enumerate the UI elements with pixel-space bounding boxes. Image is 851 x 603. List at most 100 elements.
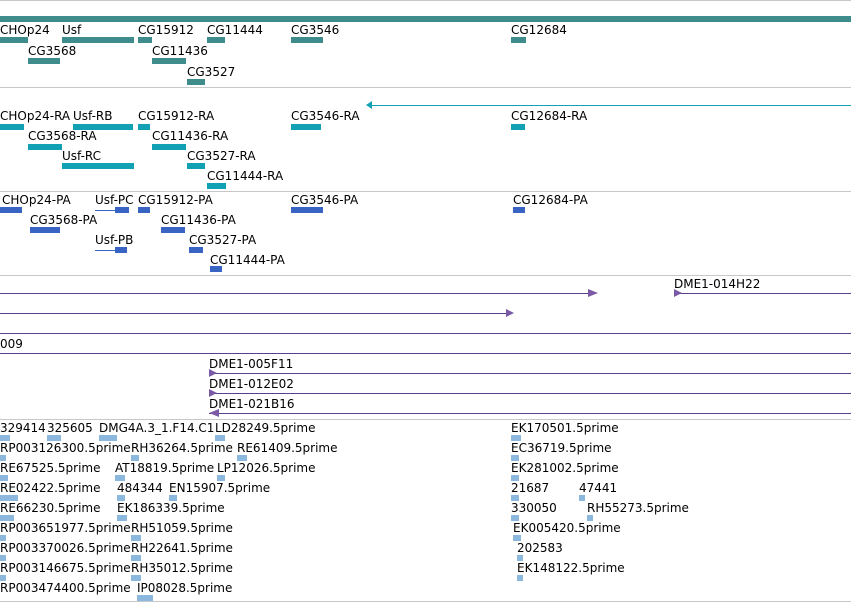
transcript-label[interactable]: CG3527-RA <box>187 149 256 163</box>
protein-label[interactable]: CG12684-PA <box>513 193 588 207</box>
est-feature[interactable] <box>117 515 127 521</box>
est-label[interactable]: LP12026.5prime <box>217 461 316 475</box>
est-feature[interactable] <box>0 575 6 581</box>
est-label[interactable]: RH51059.5prime <box>131 521 233 535</box>
clone-line[interactable] <box>674 293 851 294</box>
est-feature[interactable] <box>131 535 141 541</box>
protein-feature[interactable] <box>115 207 129 213</box>
est-label[interactable]: RH55273.5prime <box>587 501 689 515</box>
est-feature[interactable] <box>579 495 585 501</box>
est-feature[interactable] <box>0 515 14 521</box>
transcript-feature[interactable] <box>0 124 24 130</box>
transcript-feature[interactable] <box>152 144 186 150</box>
est-label[interactable]: 325605 <box>47 421 93 435</box>
est-feature[interactable] <box>237 455 247 461</box>
bac-line[interactable] <box>209 373 851 374</box>
clone-label[interactable]: DME1-014H22 <box>674 277 761 291</box>
est-label[interactable]: LD28249.5prime <box>215 421 316 435</box>
est-label[interactable]: RE02422.5prime <box>0 481 101 495</box>
gene-label[interactable]: CG3546 <box>291 23 340 37</box>
est-feature[interactable] <box>0 455 6 461</box>
clone-line[interactable] <box>0 333 851 334</box>
est-label[interactable]: RH36264.5prime <box>131 441 233 455</box>
protein-label[interactable]: CG3568-PA <box>30 213 98 227</box>
protein-label[interactable]: Usf-PC <box>95 193 134 207</box>
est-feature[interactable] <box>131 575 141 581</box>
transcript-feature[interactable] <box>511 124 525 130</box>
gene-feature[interactable] <box>0 37 28 43</box>
gene-feature[interactable] <box>62 37 134 43</box>
est-feature[interactable] <box>0 555 6 561</box>
clone-label[interactable]: 009 <box>0 337 23 351</box>
est-feature[interactable] <box>513 535 521 541</box>
transcript-feature[interactable] <box>187 163 205 169</box>
gene-label[interactable]: CG11444 <box>207 23 263 37</box>
est-label[interactable]: RP003474400.5prime <box>0 581 131 595</box>
gene-feature[interactable] <box>152 58 186 64</box>
bac-label[interactable]: DME1-012E02 <box>209 377 294 391</box>
protein-feature[interactable] <box>513 207 525 213</box>
protein-feature[interactable] <box>161 227 185 233</box>
est-feature[interactable] <box>115 475 125 481</box>
est-feature[interactable] <box>587 515 593 521</box>
est-label[interactable]: RP003651977.5prime <box>0 521 131 535</box>
est-label[interactable]: RE66230.5prime <box>0 501 101 515</box>
transcript-feature[interactable] <box>28 144 62 150</box>
transcript-label[interactable]: CHOp24-RA <box>0 109 71 123</box>
est-label[interactable]: EK170501.5prime <box>511 421 619 435</box>
transcript-label[interactable]: CG11436-RA <box>152 129 229 143</box>
transcript-feature[interactable] <box>138 124 150 130</box>
transcript-label[interactable]: Usf-RB <box>73 109 113 123</box>
clone-line[interactable] <box>0 353 851 354</box>
est-label[interactable]: EC36719.5prime <box>511 441 612 455</box>
bac-label[interactable]: DME1-021B16 <box>209 397 295 411</box>
transcript-label[interactable]: CG15912-RA <box>138 109 215 123</box>
transcript-label[interactable]: CG12684-RA <box>511 109 588 123</box>
est-feature[interactable] <box>0 435 10 441</box>
est-label[interactable]: 202583 <box>517 541 563 555</box>
est-feature[interactable] <box>517 575 523 581</box>
protein-label[interactable]: Usf-PB <box>95 233 134 247</box>
est-label[interactable]: EN15907.5prime <box>169 481 271 495</box>
est-feature[interactable] <box>169 495 177 501</box>
protein-feature[interactable] <box>291 207 323 213</box>
est-label[interactable]: AT18819.5prime <box>115 461 215 475</box>
est-feature[interactable] <box>511 475 519 481</box>
gene-feature[interactable] <box>511 37 526 43</box>
transcript-label[interactable]: CG3568-RA <box>28 129 97 143</box>
clone-line[interactable] <box>0 313 510 314</box>
transcript-line[interactable] <box>368 105 851 106</box>
est-feature[interactable] <box>47 435 61 441</box>
transcript-label[interactable]: CG3546-RA <box>291 109 360 123</box>
transcript-feature[interactable] <box>207 183 226 189</box>
est-label[interactable]: RP003370026.5prime <box>0 541 131 555</box>
est-feature[interactable] <box>131 455 139 461</box>
est-feature[interactable] <box>0 475 8 481</box>
bac-line[interactable] <box>209 413 851 414</box>
clone-line[interactable] <box>0 293 594 294</box>
gene-label[interactable]: CG3568 <box>28 44 77 58</box>
protein-label[interactable]: CG15912-PA <box>138 193 213 207</box>
est-label[interactable]: RE61409.5prime <box>237 441 338 455</box>
est-label[interactable]: 484344 <box>117 481 163 495</box>
transcript-feature[interactable] <box>73 124 133 130</box>
transcript-feature[interactable] <box>62 163 134 169</box>
est-label[interactable]: EK186339.5prime <box>117 501 225 515</box>
est-label[interactable]: 47441 <box>579 481 618 495</box>
gene-label[interactable]: CG11436 <box>152 44 208 58</box>
gene-feature[interactable] <box>207 37 225 43</box>
gene-label[interactable]: Usf <box>62 23 82 37</box>
protein-label[interactable]: CG3546-PA <box>291 193 359 207</box>
transcript-feature[interactable] <box>291 124 321 130</box>
est-feature[interactable] <box>117 495 125 501</box>
protein-label[interactable]: CG11436-PA <box>161 213 236 227</box>
protein-feature[interactable] <box>30 227 60 233</box>
gene-label[interactable]: CG15912 <box>138 23 194 37</box>
est-feature[interactable] <box>0 535 6 541</box>
est-feature[interactable] <box>137 595 153 601</box>
gene-feature[interactable] <box>291 37 323 43</box>
transcript-label[interactable]: Usf-RC <box>62 149 102 163</box>
est-label[interactable]: RE67525.5prime <box>0 461 101 475</box>
est-feature[interactable] <box>511 515 519 521</box>
est-label[interactable]: 21687 <box>511 481 550 495</box>
